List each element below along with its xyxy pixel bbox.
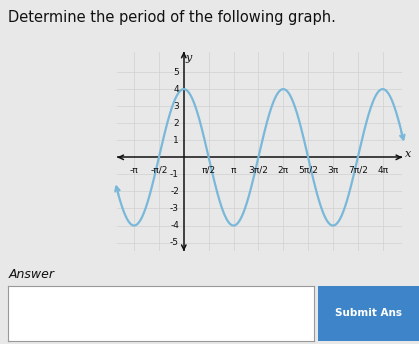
Text: Submit Ans: Submit Ans <box>335 308 402 318</box>
Text: Answer: Answer <box>8 268 54 281</box>
Text: 3: 3 <box>173 102 179 111</box>
Text: 2π: 2π <box>278 166 289 175</box>
Text: -5: -5 <box>170 238 179 247</box>
Text: π: π <box>231 166 236 175</box>
Text: 7π/2: 7π/2 <box>348 166 368 175</box>
Text: 2: 2 <box>173 119 179 128</box>
Text: -2: -2 <box>170 187 179 196</box>
Text: 3π/2: 3π/2 <box>248 166 268 175</box>
Text: -π: -π <box>130 166 138 175</box>
Text: 5π/2: 5π/2 <box>298 166 318 175</box>
Text: 1: 1 <box>173 136 179 145</box>
Text: -4: -4 <box>170 221 179 230</box>
Text: 3π: 3π <box>327 166 339 175</box>
Text: π/2: π/2 <box>202 166 216 175</box>
Text: -3: -3 <box>170 204 179 213</box>
Text: Determine the period of the following graph.: Determine the period of the following gr… <box>8 10 336 25</box>
Text: x: x <box>406 149 411 159</box>
Text: 5: 5 <box>173 67 179 77</box>
Text: y: y <box>185 53 191 63</box>
Text: -1: -1 <box>170 170 179 179</box>
Text: 4π: 4π <box>377 166 388 175</box>
Text: 4: 4 <box>173 85 179 94</box>
Text: -π/2: -π/2 <box>150 166 168 175</box>
